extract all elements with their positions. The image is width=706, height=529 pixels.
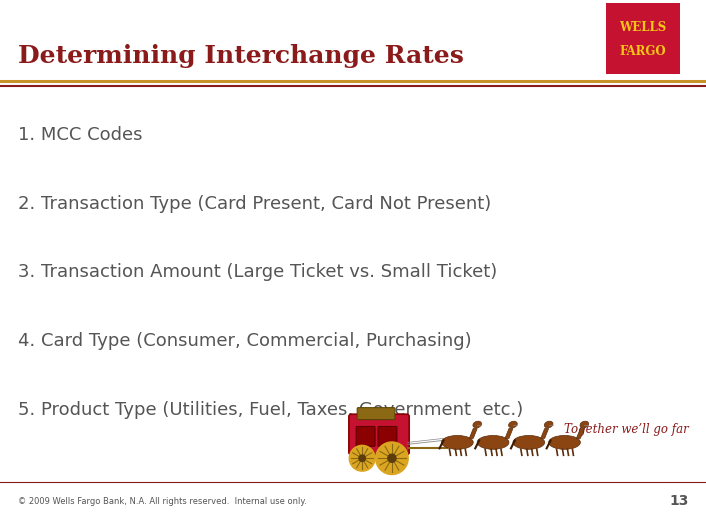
Text: © 2009 Wells Fargo Bank, N.A. All rights reserved.  Internal use only.: © 2009 Wells Fargo Bank, N.A. All rights… bbox=[18, 497, 306, 506]
Text: 5. Product Type (Utilities, Fuel, Taxes, Government  etc.): 5. Product Type (Utilities, Fuel, Taxes,… bbox=[18, 401, 523, 419]
Circle shape bbox=[376, 442, 408, 475]
FancyBboxPatch shape bbox=[357, 426, 375, 446]
Circle shape bbox=[359, 455, 366, 461]
Polygon shape bbox=[576, 428, 585, 439]
Ellipse shape bbox=[508, 421, 517, 428]
Text: Determining Interchange Rates: Determining Interchange Rates bbox=[18, 43, 464, 68]
Polygon shape bbox=[541, 428, 549, 439]
Text: 4. Card Type (Consumer, Commercial, Purchasing): 4. Card Type (Consumer, Commercial, Purc… bbox=[18, 332, 472, 350]
FancyBboxPatch shape bbox=[357, 408, 395, 419]
Ellipse shape bbox=[549, 435, 580, 449]
Circle shape bbox=[388, 454, 396, 462]
Text: 1. MCC Codes: 1. MCC Codes bbox=[18, 126, 142, 144]
FancyBboxPatch shape bbox=[378, 426, 397, 446]
Ellipse shape bbox=[477, 435, 509, 449]
Text: 13: 13 bbox=[669, 495, 688, 508]
Ellipse shape bbox=[580, 421, 589, 428]
FancyBboxPatch shape bbox=[606, 3, 680, 74]
Polygon shape bbox=[469, 428, 477, 439]
Ellipse shape bbox=[473, 421, 481, 428]
Ellipse shape bbox=[544, 421, 553, 428]
Polygon shape bbox=[505, 428, 513, 439]
Circle shape bbox=[349, 445, 375, 471]
Text: FARGO: FARGO bbox=[619, 45, 666, 58]
Text: 2. Transaction Type (Card Present, Card Not Present): 2. Transaction Type (Card Present, Card … bbox=[18, 195, 491, 213]
FancyBboxPatch shape bbox=[349, 414, 409, 454]
Text: WELLS: WELLS bbox=[619, 21, 666, 34]
Text: Together we’ll go far: Together we’ll go far bbox=[563, 423, 688, 436]
Text: 3. Transaction Amount (Large Ticket vs. Small Ticket): 3. Transaction Amount (Large Ticket vs. … bbox=[18, 263, 497, 281]
Ellipse shape bbox=[441, 435, 473, 449]
Ellipse shape bbox=[513, 435, 544, 449]
